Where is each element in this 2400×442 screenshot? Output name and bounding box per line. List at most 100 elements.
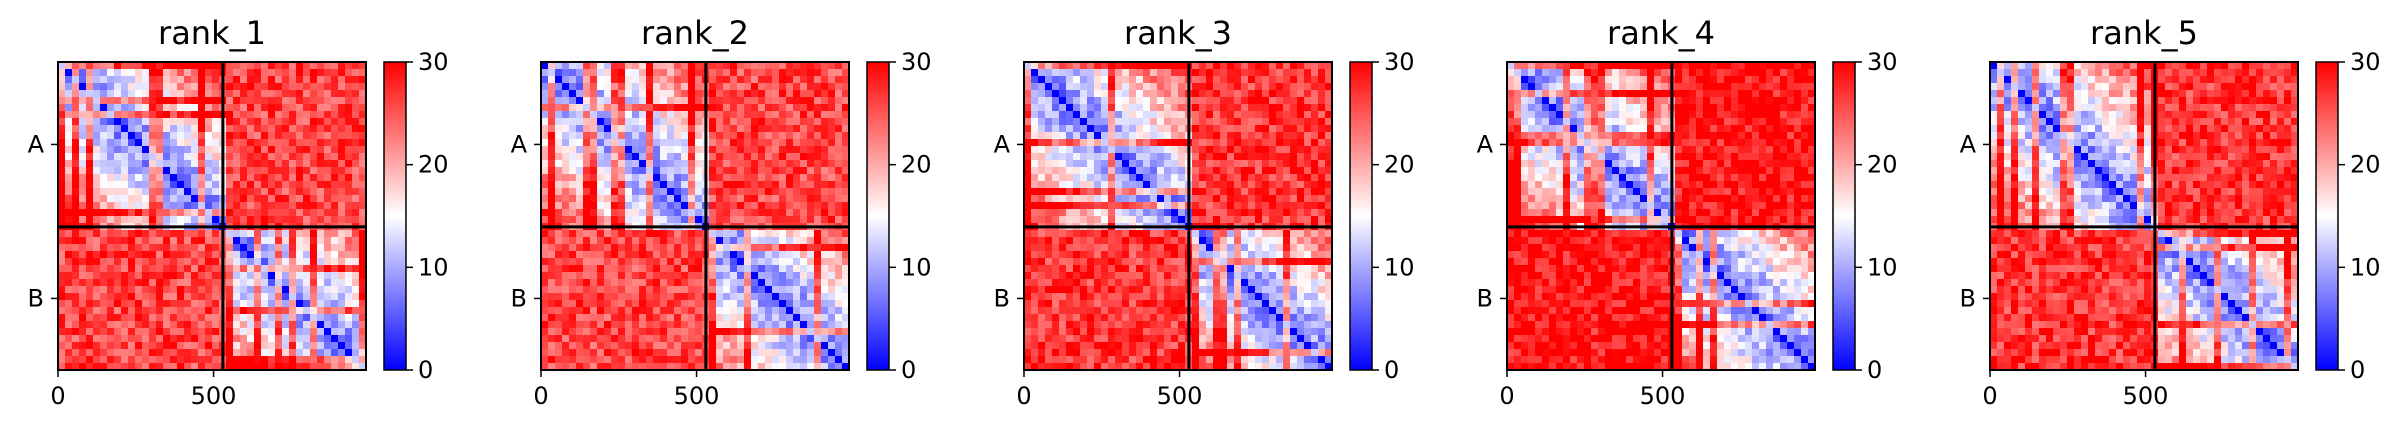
heatmap-cell (548, 76, 555, 83)
heatmap-cell (72, 328, 79, 335)
heatmap-cell (268, 258, 275, 265)
heatmap-cell (548, 153, 555, 160)
heatmap-cell (793, 97, 800, 104)
heatmap-cell (660, 328, 667, 335)
heatmap-cell (716, 244, 723, 251)
heatmap-cell (303, 272, 310, 279)
heatmap-cell (65, 216, 72, 223)
heatmap-cell (555, 125, 562, 132)
heatmap-cell (541, 328, 548, 335)
heatmap-cell (1115, 111, 1122, 118)
heatmap-cell (324, 272, 331, 279)
heatmap-cell (1234, 146, 1241, 153)
heatmap-cell (282, 160, 289, 167)
heatmap-cell (233, 111, 240, 118)
heatmap-cell (72, 111, 79, 118)
heatmap-cell (597, 174, 604, 181)
heatmap-cell (324, 216, 331, 223)
heatmap-cell (170, 90, 177, 97)
heatmap-cell (1164, 104, 1171, 111)
heatmap-cell (688, 335, 695, 342)
heatmap-cell (695, 69, 702, 76)
heatmap-cell (821, 125, 828, 132)
heatmap-cell (1318, 160, 1325, 167)
heatmap-cell (772, 293, 779, 300)
heatmap-cell (1318, 167, 1325, 174)
heatmap-cell (765, 272, 772, 279)
heatmap-cell (737, 251, 744, 258)
heatmap-cell (212, 251, 219, 258)
heatmap-cell (835, 167, 842, 174)
heatmap-cell (275, 356, 282, 363)
heatmap-cell (674, 349, 681, 356)
heatmap-cell (660, 300, 667, 307)
heatmap-cell (1059, 111, 1066, 118)
heatmap-cell (170, 118, 177, 125)
heatmap-cell (121, 97, 128, 104)
heatmap-cell (646, 237, 653, 244)
heatmap-cell (1199, 195, 1206, 202)
heatmap-cell (695, 286, 702, 293)
heatmap-cell (639, 328, 646, 335)
heatmap-cell (114, 202, 121, 209)
heatmap-cell (1087, 153, 1094, 160)
heatmap-cell (163, 356, 170, 363)
heatmap-cell (646, 181, 653, 188)
heatmap-cell (100, 216, 107, 223)
heatmap-cell (730, 111, 737, 118)
heatmap-cell (121, 272, 128, 279)
heatmap-cell (674, 286, 681, 293)
heatmap-cell (184, 230, 191, 237)
heatmap-cell (275, 118, 282, 125)
heatmap-cell (163, 139, 170, 146)
heatmap-cell (793, 321, 800, 328)
heatmap-cell (114, 146, 121, 153)
heatmap-cell (800, 111, 807, 118)
heatmap-cell (149, 328, 156, 335)
heatmap-cell (779, 251, 786, 258)
heatmap-cell (786, 97, 793, 104)
heatmap-cell (786, 349, 793, 356)
heatmap-cell (1234, 83, 1241, 90)
heatmap-cell (268, 111, 275, 118)
heatmap-cell (226, 216, 233, 223)
heatmap-cell (737, 97, 744, 104)
heatmap-cell (674, 76, 681, 83)
heatmap-cell (149, 202, 156, 209)
heatmap-cell (58, 62, 65, 69)
heatmap-cell (1234, 62, 1241, 69)
heatmap-cell (709, 174, 716, 181)
heatmap-cell (576, 216, 583, 223)
heatmap-cell (653, 139, 660, 146)
heatmap-cell (604, 167, 611, 174)
heatmap-cell (1220, 125, 1227, 132)
heatmap-cell (835, 118, 842, 125)
heatmap-cell (268, 293, 275, 300)
heatmap-cell (100, 328, 107, 335)
heatmap-cell (548, 174, 555, 181)
heatmap-cell (555, 349, 562, 356)
heatmap-cell (674, 328, 681, 335)
heatmap-cell (667, 244, 674, 251)
heatmap-cell (737, 125, 744, 132)
heatmap-cell (765, 335, 772, 342)
heatmap-cell (114, 90, 121, 97)
heatmap-cell (611, 244, 618, 251)
heatmap-cell (779, 174, 786, 181)
heatmap-cell (135, 279, 142, 286)
heatmap-cell (128, 132, 135, 139)
heatmap-cell (100, 272, 107, 279)
heatmap-cell (254, 132, 261, 139)
heatmap-cell (58, 265, 65, 272)
heatmap-cell (156, 125, 163, 132)
heatmap-cell (793, 69, 800, 76)
heatmap-cell (191, 321, 198, 328)
heatmap-cell (1241, 174, 1248, 181)
heatmap-cell (681, 125, 688, 132)
heatmap-cell (1052, 146, 1059, 153)
heatmap-cell (1094, 209, 1101, 216)
heatmap-cell (282, 111, 289, 118)
heatmap-cell (86, 314, 93, 321)
heatmap-cell (1164, 97, 1171, 104)
heatmap-cell (72, 76, 79, 83)
